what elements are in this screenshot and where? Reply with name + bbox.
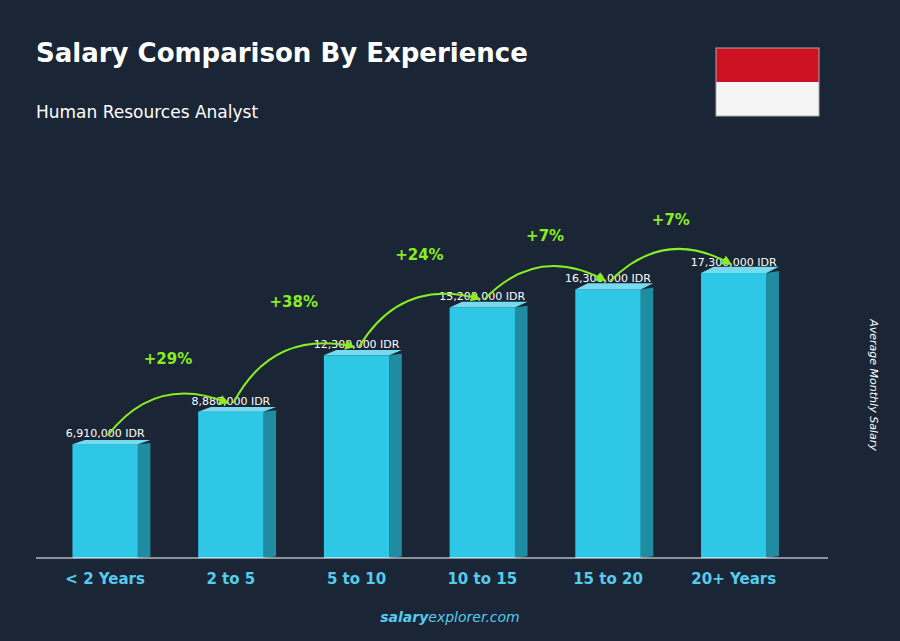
y-axis-label: Average Monthly Salary bbox=[867, 318, 880, 451]
x-tick-label: < 2 Years bbox=[65, 570, 145, 588]
subtitle: Human Resources Analyst bbox=[36, 102, 258, 122]
bar-side bbox=[766, 271, 779, 558]
data-label: 17,300,000 IDR bbox=[691, 256, 777, 269]
bar-side bbox=[389, 354, 402, 558]
title: Salary Comparison By Experience bbox=[36, 38, 528, 68]
arrow bbox=[108, 393, 229, 435]
data-label: 15,200,000 IDR bbox=[439, 290, 525, 303]
bar bbox=[324, 355, 389, 558]
data-label: 12,300,000 IDR bbox=[314, 338, 400, 351]
bar bbox=[198, 412, 263, 558]
bar bbox=[575, 289, 640, 558]
background bbox=[0, 0, 900, 641]
annotation: +7% bbox=[526, 227, 564, 245]
x-tick-label: 15 to 20 bbox=[573, 570, 643, 588]
bar-top bbox=[198, 407, 276, 412]
bar-side bbox=[515, 306, 528, 558]
footer: salaryexplorer.com bbox=[380, 609, 520, 625]
bar bbox=[450, 308, 515, 558]
flag-white bbox=[716, 82, 819, 116]
arrow bbox=[611, 249, 732, 281]
flag-border bbox=[716, 48, 819, 116]
annotation: +7% bbox=[652, 211, 690, 229]
x-tick-label: 10 to 15 bbox=[447, 570, 517, 588]
data-label: 6,910,000 IDR bbox=[66, 427, 145, 440]
arrow bbox=[359, 294, 480, 347]
data-label: 16,300,000 IDR bbox=[565, 272, 651, 285]
footer-part: salary bbox=[380, 609, 429, 625]
flag bbox=[716, 48, 819, 116]
arrow bbox=[485, 266, 606, 299]
bar-side bbox=[264, 410, 277, 558]
chart-container: Salary Comparison By Experience Human Res… bbox=[0, 0, 900, 641]
bar-side bbox=[641, 288, 654, 558]
bar-top bbox=[72, 440, 150, 444]
x-tick-label: 20+ Years bbox=[691, 570, 776, 588]
annotation: +29% bbox=[144, 350, 192, 368]
annotation: +24% bbox=[395, 246, 443, 264]
annotation: +38% bbox=[269, 293, 317, 311]
x-tick-label: 2 to 5 bbox=[206, 570, 255, 588]
footer-part: explorer.com bbox=[428, 609, 519, 625]
bar bbox=[72, 444, 137, 558]
bars bbox=[72, 267, 779, 558]
x-axis-line bbox=[36, 557, 828, 558]
arrow bbox=[233, 343, 354, 403]
flag-red bbox=[716, 48, 819, 82]
bar-side bbox=[138, 443, 151, 558]
data-label: 8,880,000 IDR bbox=[191, 395, 270, 408]
bar bbox=[701, 273, 766, 558]
x-tick-label: 5 to 10 bbox=[327, 570, 386, 588]
chart: Salary Comparison By Experience Human Res… bbox=[0, 0, 900, 641]
